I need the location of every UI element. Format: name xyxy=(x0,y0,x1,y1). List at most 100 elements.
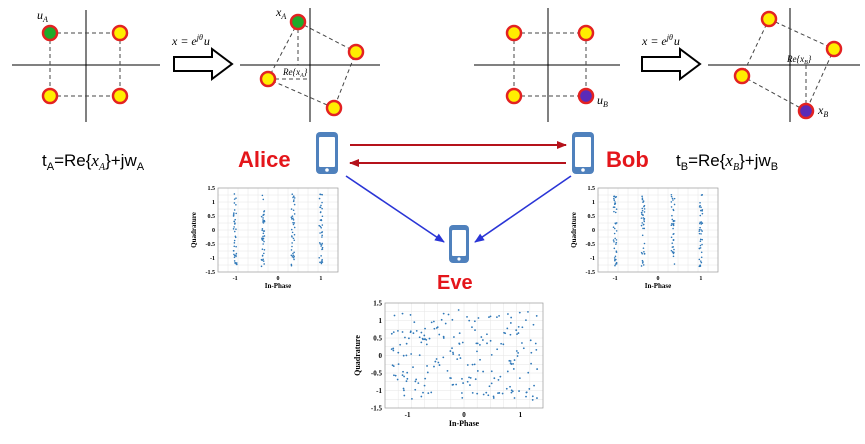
scatter-point xyxy=(409,330,412,333)
y-axis-label: Quadrature xyxy=(353,335,362,376)
scatter-point xyxy=(262,217,264,219)
grid xyxy=(385,303,543,408)
scatter-point xyxy=(643,208,646,210)
scatter-point xyxy=(700,256,703,259)
scatter-point xyxy=(699,226,701,229)
scatter-point xyxy=(476,350,478,353)
scatter-point xyxy=(671,218,674,221)
scatter-point xyxy=(422,391,424,394)
scatter-point xyxy=(615,230,618,232)
scatter-point xyxy=(699,240,702,243)
scatter-point xyxy=(613,206,616,208)
eve-name: Eve xyxy=(437,272,473,294)
scatter-point xyxy=(261,194,264,197)
scatter-point xyxy=(701,243,703,246)
scatter-point xyxy=(476,342,479,345)
phone-icon xyxy=(316,132,338,174)
scatter-point xyxy=(411,398,413,400)
scatter-point xyxy=(614,237,616,240)
bob-x-constellation: Re{xB} xB xyxy=(708,8,860,122)
scatter-point xyxy=(427,392,430,395)
transform-label: x = ejθu xyxy=(641,33,680,48)
scatter-point xyxy=(318,197,321,200)
scatter-point xyxy=(525,391,528,394)
scatter-point xyxy=(292,223,295,226)
scatter-point xyxy=(444,322,447,325)
scatter-point xyxy=(509,385,511,388)
plot-frame xyxy=(597,187,719,273)
scatter-point xyxy=(473,320,476,323)
scatter-point xyxy=(671,222,673,225)
scatter-point xyxy=(525,395,527,398)
constellation-point xyxy=(111,87,129,105)
scatter-point xyxy=(321,201,323,204)
scatter-point xyxy=(319,261,321,264)
scatter-point xyxy=(319,193,322,196)
scatter-point xyxy=(403,389,405,392)
scatter-point xyxy=(435,358,438,360)
y-tick-label: 0.5 xyxy=(373,334,382,342)
scatter-point xyxy=(321,193,323,196)
scatter-point xyxy=(234,262,236,264)
scatter-point xyxy=(409,314,412,316)
scatter-point xyxy=(319,211,322,214)
scatter-point xyxy=(320,255,322,257)
scatter-point xyxy=(235,262,238,264)
scatter-point xyxy=(670,224,673,226)
scatter-point xyxy=(261,237,264,240)
scatter-point xyxy=(505,387,508,390)
scatter-point xyxy=(433,365,435,368)
scatter-point xyxy=(456,358,459,361)
y-tick-label: 1 xyxy=(592,200,595,206)
scatter-point xyxy=(672,224,675,227)
scatter-point xyxy=(513,397,516,399)
y-tick-label: -0.5 xyxy=(371,369,383,377)
scatter-point xyxy=(700,233,702,235)
scatter-point xyxy=(613,199,616,202)
scatter-point xyxy=(536,368,539,370)
scatter-point xyxy=(390,348,393,351)
scatter-point xyxy=(235,203,237,206)
scatter-point xyxy=(235,252,238,255)
scatter-point xyxy=(235,245,237,248)
scatter-point xyxy=(643,211,646,213)
scatter-point xyxy=(516,333,518,335)
bob-u-constellation: uB xyxy=(474,8,620,122)
scatter-point xyxy=(437,361,440,364)
scatter-series xyxy=(612,193,704,268)
scatter-point xyxy=(478,343,481,346)
scatter-point xyxy=(406,377,409,380)
scatter-point xyxy=(614,203,616,206)
scatter-point xyxy=(698,258,701,261)
scatter-point xyxy=(642,247,645,249)
scatter-point xyxy=(455,383,458,386)
scatter-point xyxy=(493,377,496,380)
grid xyxy=(218,188,338,272)
scatter-point xyxy=(424,377,427,380)
label-re-x-b: Re{xB} xyxy=(786,54,812,66)
scatter-point xyxy=(642,227,644,230)
scatter-point xyxy=(466,364,469,366)
scatter-point xyxy=(698,228,701,231)
scatter-point xyxy=(474,378,477,381)
scatter-point xyxy=(291,245,293,248)
scatter-point xyxy=(641,262,644,264)
scatter-point xyxy=(613,197,615,200)
scatter-point xyxy=(442,335,445,338)
scatter-point xyxy=(233,226,235,228)
scatter-point xyxy=(466,315,468,318)
scatter-point xyxy=(262,258,264,261)
scatter-point xyxy=(699,201,701,204)
scatter-point xyxy=(475,342,478,345)
scatter-point xyxy=(461,341,464,344)
scatter-point xyxy=(293,213,296,215)
scatter-point xyxy=(405,380,408,383)
phone-icon xyxy=(572,132,594,174)
scatter-point xyxy=(263,235,266,237)
scatter-point xyxy=(641,259,644,262)
scatter-point xyxy=(500,342,503,345)
scatter-point xyxy=(528,388,531,390)
scatter-point xyxy=(531,395,534,398)
scatter-point xyxy=(613,257,616,259)
transform-arrow-right: x = ejθu xyxy=(641,33,702,81)
